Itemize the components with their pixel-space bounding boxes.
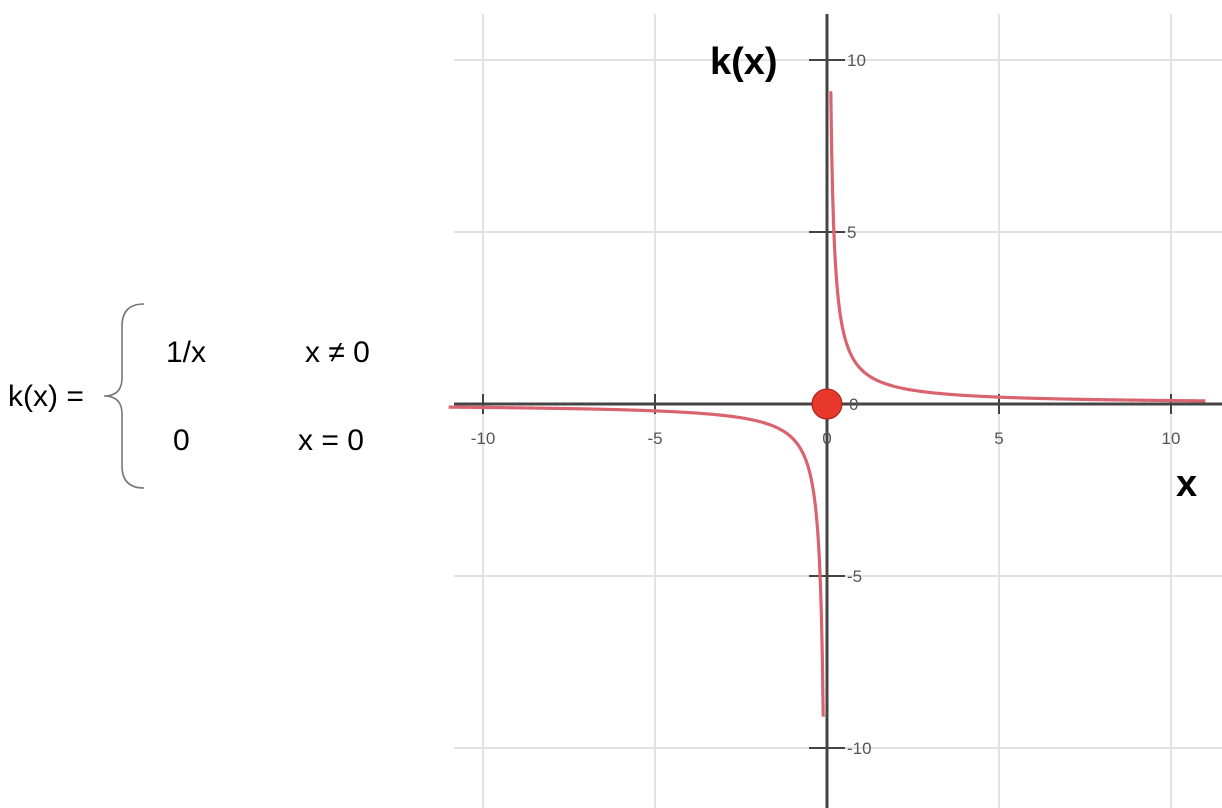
y-tick-label: 0 — [849, 395, 858, 414]
ticks: -10 -5 0 5 10 10 5 0 -5 -10 — [471, 51, 1181, 758]
x-axis-label: x — [1176, 463, 1197, 505]
curve-branch-positive — [829, 91, 1207, 403]
y-axis-label: k(x) — [710, 41, 778, 83]
formula-lhs: k(x) = — [8, 380, 84, 413]
case-2-expression: 0 — [173, 424, 190, 457]
x-tick-label: 0 — [822, 429, 831, 448]
x-tick-label: 10 — [1162, 429, 1181, 448]
y-tick-label: -5 — [847, 567, 862, 586]
y-tick-label: 10 — [847, 51, 866, 70]
points — [811, 388, 843, 420]
point-origin — [811, 388, 843, 420]
case-1-expression: 1/x — [166, 336, 207, 369]
curve-branch-negative — [447, 405, 825, 717]
y-tick-label: -10 — [847, 739, 872, 758]
case-2-condition: x = 0 — [298, 424, 364, 457]
function-graph: -10 -5 0 5 10 10 5 0 -5 -10 k(x) x — [447, 14, 1222, 808]
x-tick-label: -10 — [471, 429, 496, 448]
left-brace — [103, 303, 145, 489]
x-tick-label: -5 — [647, 429, 662, 448]
y-tick-label: 5 — [847, 223, 856, 242]
curve-series — [447, 91, 1207, 717]
x-tick-label: 5 — [994, 429, 1003, 448]
case-1-condition: x ≠ 0 — [305, 336, 370, 369]
